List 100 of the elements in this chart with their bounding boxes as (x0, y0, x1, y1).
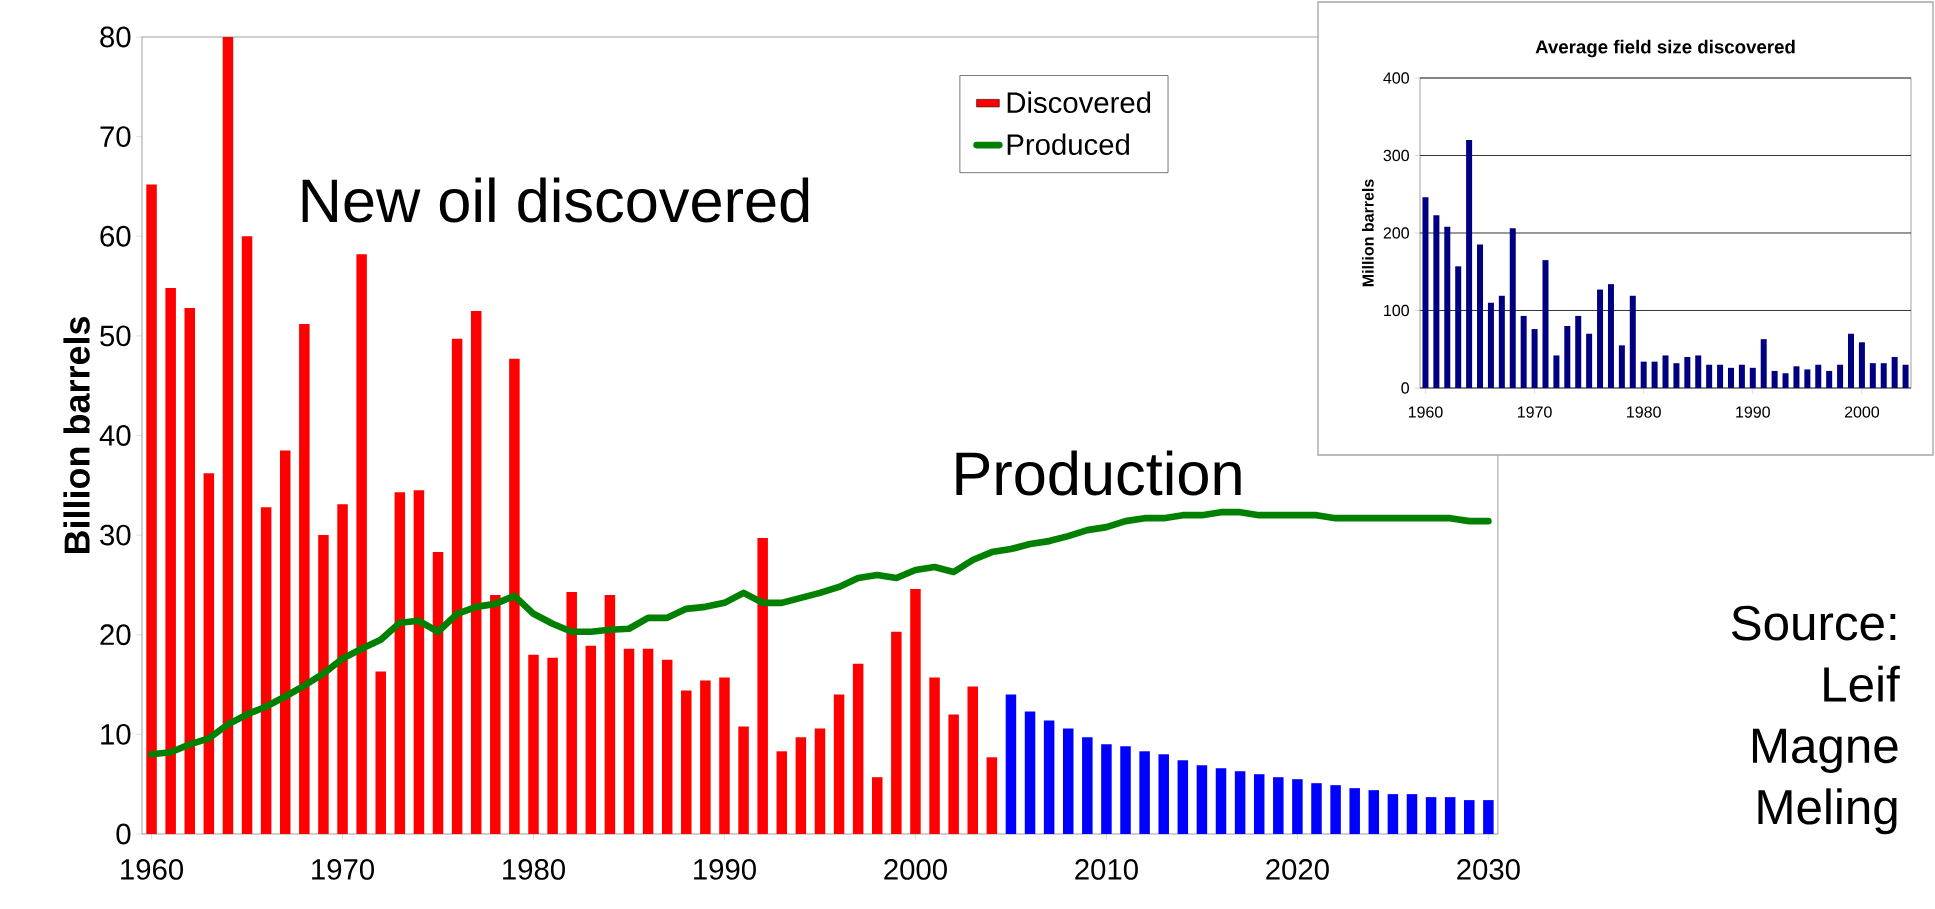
bar (795, 737, 807, 834)
bar (1498, 295, 1505, 388)
x-tick-label: 2000 (1844, 406, 1880, 418)
bar (1837, 364, 1844, 388)
y-tick-label: 300 (1383, 149, 1409, 162)
bar (241, 236, 253, 834)
bar (814, 728, 826, 834)
y-tick-label: 80 (100, 26, 131, 48)
y-tick-label: 50 (100, 325, 131, 347)
bar (986, 757, 998, 834)
legend-label: Discovered (1007, 91, 1151, 114)
bar (337, 504, 348, 834)
y-tick-label: 100 (1384, 304, 1409, 317)
bar (1139, 751, 1150, 834)
bar (948, 714, 959, 834)
y-tick-label: 70 (100, 126, 131, 148)
x-tick-label: 2010 (1075, 859, 1138, 880)
bar (490, 594, 501, 834)
bar (566, 591, 577, 834)
bar (891, 631, 902, 834)
x-tick-label: 1980 (503, 859, 565, 880)
bar (1858, 342, 1865, 388)
legend-label: Produced (1007, 133, 1129, 155)
bar (1771, 370, 1778, 388)
bar (1158, 754, 1169, 834)
bar (1695, 355, 1702, 388)
bar (1292, 779, 1303, 834)
x-tick-label: 1960 (121, 859, 184, 880)
bar (1531, 329, 1538, 388)
bar (1444, 226, 1451, 388)
y-tick-label: 10 (101, 723, 131, 745)
bar (1101, 744, 1112, 834)
bar (1024, 711, 1036, 834)
bar (1782, 373, 1789, 388)
bar (1869, 363, 1876, 388)
bar (1607, 284, 1614, 388)
bar (318, 535, 329, 834)
bar (681, 690, 692, 834)
bar (1891, 356, 1898, 388)
bar (1564, 325, 1571, 388)
bar (1464, 800, 1475, 834)
bar (356, 254, 367, 834)
bar (1082, 737, 1093, 834)
bar (700, 680, 711, 834)
bar (929, 677, 940, 834)
bar (661, 659, 673, 834)
bar (1717, 364, 1724, 388)
bar (1466, 139, 1473, 388)
bar (375, 671, 386, 834)
bar (432, 552, 444, 834)
bar (1738, 364, 1745, 388)
bar (1629, 295, 1636, 388)
y-tick-label: 20 (100, 624, 131, 646)
bar (833, 694, 845, 834)
bar (585, 645, 597, 834)
bar (1433, 215, 1440, 388)
y-tick-label: 400 (1383, 72, 1409, 84)
bar (1349, 788, 1360, 834)
bar (1618, 345, 1625, 388)
x-tick-label: 1990 (1736, 406, 1770, 418)
bar (623, 648, 635, 834)
bar (394, 492, 406, 834)
bar (1444, 797, 1456, 834)
y-axis-title: Million barrels (1362, 179, 1374, 287)
x-tick-label: 2000 (884, 859, 947, 880)
bar (1826, 370, 1833, 388)
y-tick-label: 30 (100, 524, 131, 546)
bar (184, 307, 196, 834)
bar (1273, 777, 1284, 834)
bar (1749, 367, 1756, 388)
y-tick-label: 40 (99, 425, 131, 446)
bar (509, 358, 520, 834)
bar (604, 594, 616, 834)
bar (279, 450, 291, 834)
bar (1760, 339, 1767, 388)
source-note: Source: Leif Magne Meling (1731, 605, 1900, 835)
y-tick-label: 0 (116, 823, 131, 845)
bar (1880, 363, 1887, 388)
bar (1902, 364, 1909, 388)
bar (1815, 364, 1822, 388)
bar (757, 538, 768, 834)
bar (1542, 260, 1549, 388)
bar (528, 654, 539, 834)
x-tick-label: 2030 (1457, 859, 1520, 880)
bar (1520, 315, 1527, 388)
bar (1793, 366, 1800, 388)
bar (1196, 765, 1208, 834)
y-tick-label: 0 (1401, 382, 1409, 394)
bar (222, 37, 234, 834)
bar (1575, 315, 1582, 388)
bar (1387, 794, 1399, 834)
bar (1043, 720, 1055, 834)
bar (1487, 302, 1494, 388)
bar (1005, 694, 1017, 834)
x-tick-label: 1960 (1408, 406, 1443, 418)
bar (1597, 289, 1604, 388)
bar (1640, 361, 1647, 388)
bar (1483, 800, 1494, 834)
bar (1586, 333, 1593, 388)
x-tick-label: 1990 (694, 859, 756, 880)
